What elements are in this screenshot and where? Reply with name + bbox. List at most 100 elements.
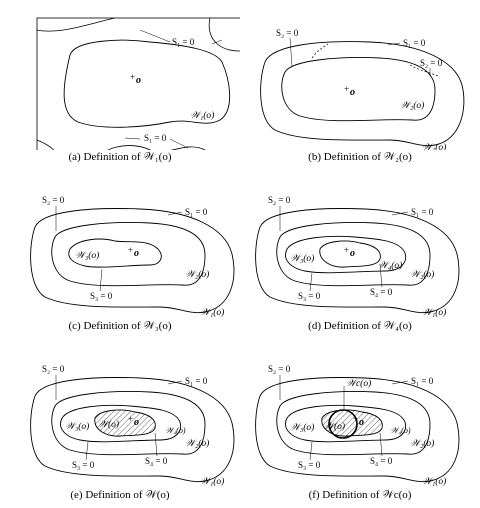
leader-line xyxy=(309,272,313,292)
region-w2 xyxy=(51,222,206,287)
leader-line xyxy=(309,441,313,461)
label-w4: 𝒲₄(o) xyxy=(378,260,402,271)
label-s2: S₂ = 0 xyxy=(42,364,65,374)
label-w2: 𝒲₂(o) xyxy=(185,269,209,280)
label-w3: 𝒲₃(o) xyxy=(290,253,314,264)
label-s1: S₁ = 0 xyxy=(185,207,208,217)
leader-line xyxy=(211,39,223,45)
label-s1: S₁ = 0 xyxy=(411,376,434,386)
origin-label: o xyxy=(134,417,139,428)
caption-e: (e) Definition of 𝒲(o) xyxy=(70,489,170,501)
origin-plus: + xyxy=(128,414,133,424)
label-w3: 𝒲₃(o) xyxy=(75,250,99,261)
label-w1: 𝒲₁(o) xyxy=(422,142,446,150)
leader-line xyxy=(99,268,103,292)
label-w1: 𝒲₁(o) xyxy=(200,307,224,318)
label-w2: 𝒲₂(o) xyxy=(400,100,424,111)
diagram-b: S₂ = 0 S₁ = 0 S₂ = 0 𝒲₂(o) 𝒲₁(o) + o xyxy=(260,28,465,150)
region-w1 xyxy=(255,377,460,483)
label-s2: S₂ = 0 xyxy=(268,195,291,205)
region-w4 xyxy=(319,240,381,268)
leader-line xyxy=(154,432,158,457)
label-s1: S₁ = 0 xyxy=(403,38,426,48)
boundary-curve xyxy=(107,145,207,150)
diagram-c: S₂ = 0 S₁ = 0 𝒲₃(o) 𝒲₂(o) 𝒲₁(o) S₃ = 0 +… xyxy=(30,195,235,318)
dashed-boundary xyxy=(311,43,329,59)
region-w1 xyxy=(63,39,231,128)
label-w1: 𝒲₁(o) xyxy=(200,476,224,487)
label-s2: S₂ = 0 xyxy=(42,195,65,205)
label-s3: S₃ = 0 xyxy=(72,460,95,470)
leader-line xyxy=(124,137,141,140)
label-s1: S₁ = 0 xyxy=(144,133,167,143)
origin-plus: + xyxy=(344,245,349,255)
label-s1: S₁ = 0 xyxy=(185,376,208,386)
region-w2 xyxy=(51,391,206,456)
leader-line xyxy=(391,380,409,385)
leader-line xyxy=(387,42,401,46)
label-s1: S₁ = 0 xyxy=(172,37,195,47)
panel-d: S₂ = 0 S₁ = 0 𝒲₃(o) 𝒲₄(o) 𝒲₂(o) 𝒲₁(o) S₃… xyxy=(240,169,480,338)
leader-line xyxy=(379,432,383,457)
label-w1: 𝒲₁(o) xyxy=(190,110,214,121)
diagram-e: S₂ = 0 S₁ = 0 𝒲₃(o) 𝒲(o) 𝒲₄(o) 𝒲₂(o) 𝒲₁(… xyxy=(30,364,235,487)
region-w3 xyxy=(285,404,407,443)
panel-f: S₂ = 0 S₁ = 0 𝒲c(o) 𝒲₃(o) 𝒲(o) 𝒲₄(o) 𝒲₂(… xyxy=(240,338,480,507)
label-s2: S₂ = 0 xyxy=(420,58,443,68)
region-w2 xyxy=(276,222,431,287)
origin-label: o xyxy=(359,417,364,428)
label-s3: S₃ = 0 xyxy=(90,291,113,301)
leader-line xyxy=(167,211,183,216)
leader-line xyxy=(289,37,293,67)
region-w3 xyxy=(285,235,407,274)
label-s1: S₁ = 0 xyxy=(411,207,434,217)
label-w4: 𝒲₄(o) xyxy=(165,426,186,435)
origin-plus: + xyxy=(344,84,349,94)
region-wc-circle xyxy=(328,409,358,439)
caption-a: (a) Definition of 𝒲₁(o) xyxy=(68,151,172,163)
region-w-hatched xyxy=(94,409,156,437)
origin-label: o xyxy=(350,248,355,259)
origin-plus: + xyxy=(353,414,358,424)
diagram-d: S₂ = 0 S₁ = 0 𝒲₃(o) 𝒲₄(o) 𝒲₂(o) 𝒲₁(o) S₃… xyxy=(255,195,460,318)
origin-label: o xyxy=(350,87,355,98)
diagram-a: S₁ = 0 S₁ = 0 𝒲₁(o) + o xyxy=(36,17,240,150)
origin-label: o xyxy=(136,75,141,86)
label-w4: 𝒲₄(o) xyxy=(390,426,411,435)
region-w2 xyxy=(281,57,436,122)
label-w3: 𝒲₃(o) xyxy=(290,422,314,433)
origin-plus: + xyxy=(130,72,135,82)
region-w2 xyxy=(276,391,431,456)
leader-line xyxy=(379,263,383,288)
region-w1 xyxy=(30,377,235,483)
boundary-curve xyxy=(36,17,116,32)
region-w-hatched xyxy=(321,409,383,437)
label-s2: S₂ = 0 xyxy=(276,28,299,38)
caption-b: (b) Definition of 𝒲₂(o) xyxy=(308,151,412,163)
frame-rect xyxy=(36,17,240,150)
caption-f: (f) Definition of 𝒲c(o) xyxy=(308,489,412,501)
panel-c: S₂ = 0 S₁ = 0 𝒲₃(o) 𝒲₂(o) 𝒲₁(o) S₃ = 0 +… xyxy=(0,169,240,338)
label-w2: 𝒲₂(o) xyxy=(410,438,434,449)
caption-d: (d) Definition of 𝒲₄(o) xyxy=(308,320,412,332)
label-w3: 𝒲₃(o) xyxy=(65,421,89,432)
leader-line xyxy=(139,29,171,43)
label-s3: S₃ = 0 xyxy=(298,291,321,301)
boundary-curve xyxy=(36,139,55,150)
label-w1: 𝒲₁(o) xyxy=(422,307,446,318)
caption-c: (c) Definition of 𝒲₃(o) xyxy=(68,320,172,332)
panel-a: S₁ = 0 S₁ = 0 𝒲₁(o) + o (a) Definition o… xyxy=(0,0,240,169)
origin-label: o xyxy=(134,248,139,259)
diagram-f: S₂ = 0 S₁ = 0 𝒲c(o) 𝒲₃(o) 𝒲(o) 𝒲₄(o) 𝒲₂(… xyxy=(255,364,460,487)
label-s3: S₃ = 0 xyxy=(298,460,321,470)
label-s2: S₂ = 0 xyxy=(268,364,291,374)
label-w2: 𝒲₂(o) xyxy=(185,438,209,449)
leader-line xyxy=(169,138,189,149)
label-w2: 𝒲₂(o) xyxy=(410,269,434,280)
leader-line xyxy=(167,380,183,385)
panel-e: S₂ = 0 S₁ = 0 𝒲₃(o) 𝒲(o) 𝒲₄(o) 𝒲₂(o) 𝒲₁(… xyxy=(0,338,240,507)
leader-line xyxy=(85,441,89,461)
leader-line xyxy=(391,211,409,216)
label-s4: S₄ = 0 xyxy=(145,456,168,466)
label-w: 𝒲(o) xyxy=(98,419,119,430)
